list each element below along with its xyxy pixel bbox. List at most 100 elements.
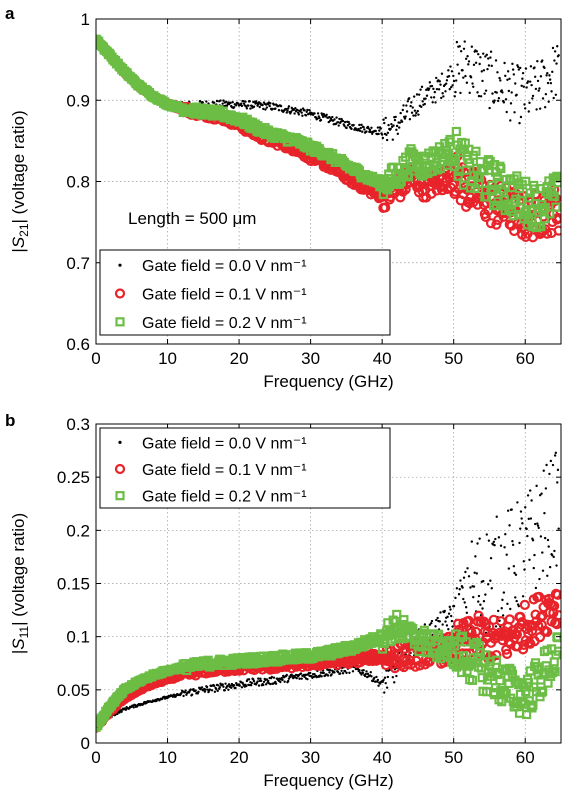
data-point	[491, 92, 494, 95]
data-point	[504, 614, 515, 625]
data-point	[442, 95, 445, 98]
data-point	[487, 57, 490, 60]
data-point	[449, 614, 453, 618]
data-point	[531, 94, 535, 98]
data-point	[477, 594, 481, 598]
data-point	[541, 569, 545, 572]
data-point	[376, 678, 380, 682]
data-point	[378, 129, 381, 132]
data-point	[446, 615, 449, 619]
data-point	[343, 120, 347, 124]
data-point	[365, 670, 368, 673]
data-point	[348, 122, 351, 126]
data-point	[436, 616, 439, 620]
data-point	[537, 89, 540, 92]
data-point	[504, 533, 507, 536]
data-point	[475, 572, 479, 575]
data-point	[493, 99, 496, 102]
data-point	[539, 214, 550, 224]
data-point	[318, 116, 321, 120]
data-point	[430, 619, 434, 623]
data-point	[366, 672, 370, 676]
data-point	[471, 146, 481, 156]
data-point	[184, 689, 187, 692]
data-point	[490, 64, 493, 68]
data-point	[331, 115, 334, 119]
data-point	[414, 114, 417, 117]
data-point	[557, 54, 560, 57]
data-point	[383, 676, 387, 679]
data-point	[343, 670, 347, 673]
data-point	[531, 539, 535, 542]
data-point	[357, 127, 360, 131]
data-point	[384, 681, 387, 685]
data-point	[465, 611, 469, 614]
data-point	[517, 617, 528, 628]
data-point	[538, 493, 542, 497]
data-point	[132, 706, 135, 709]
data-point	[482, 69, 486, 72]
data-point	[423, 102, 427, 106]
data-point	[455, 40, 459, 44]
data-point	[545, 209, 555, 219]
data-point	[447, 628, 450, 631]
data-point	[512, 171, 522, 181]
data-point	[484, 55, 487, 58]
data-point	[431, 101, 434, 104]
ticks: 0 10 20 30 40 50 60 0 0.05 0.1 0.15 0.2 0.25 0.3	[57, 415, 561, 767]
y-axis-label-sub: 11	[17, 626, 31, 639]
data-point	[474, 555, 477, 558]
data-point	[549, 191, 559, 201]
data-point	[485, 53, 488, 57]
data-point	[445, 79, 449, 82]
x-tick-label: 20	[230, 748, 249, 767]
data-point	[515, 599, 518, 603]
data-point	[533, 553, 536, 557]
data-point	[435, 618, 438, 622]
data-point	[482, 600, 486, 603]
legend-box	[99, 427, 391, 509]
data-point	[264, 108, 267, 111]
data-point	[451, 126, 461, 137]
data-point	[496, 71, 499, 74]
data-point	[419, 625, 429, 635]
data-point	[325, 113, 328, 117]
data-point	[457, 72, 461, 75]
data-point	[463, 40, 466, 43]
data-point	[519, 599, 530, 610]
data-point	[285, 673, 288, 677]
data-point	[500, 607, 503, 610]
data-point	[352, 123, 355, 127]
data-point	[415, 111, 418, 115]
data-point	[423, 623, 427, 626]
data-point	[554, 646, 561, 656]
legend-entry: Gate field = 0.2 V nm⁻¹	[142, 315, 307, 332]
data-point	[229, 101, 232, 105]
data-point	[259, 679, 263, 683]
data-point	[530, 499, 533, 502]
data-point	[338, 672, 342, 675]
data-point	[198, 100, 202, 103]
x-tick-label: 40	[373, 748, 392, 767]
x-tick-label: 0	[91, 748, 100, 767]
data-point	[404, 115, 407, 118]
data-point	[481, 607, 484, 610]
chart-panel-b: 0 10 20 30 40 50 60 0 0.05 0.1 0.15 0.2 0.25 0.3 Frequ…	[5, 411, 562, 790]
data-point	[505, 110, 508, 114]
data-point	[377, 132, 380, 136]
data-point	[478, 62, 481, 66]
data-point	[413, 109, 417, 112]
data-point	[491, 649, 502, 661]
data-point	[475, 647, 485, 658]
data-point	[293, 112, 296, 115]
data-point	[467, 675, 477, 685]
data-point	[430, 96, 433, 99]
data-point	[543, 66, 546, 70]
data-point	[535, 108, 538, 111]
data-point	[435, 76, 438, 80]
data-point	[376, 126, 380, 129]
data-point	[367, 127, 370, 130]
data-point	[494, 625, 498, 628]
y-tick-label: 0.2	[66, 521, 90, 540]
